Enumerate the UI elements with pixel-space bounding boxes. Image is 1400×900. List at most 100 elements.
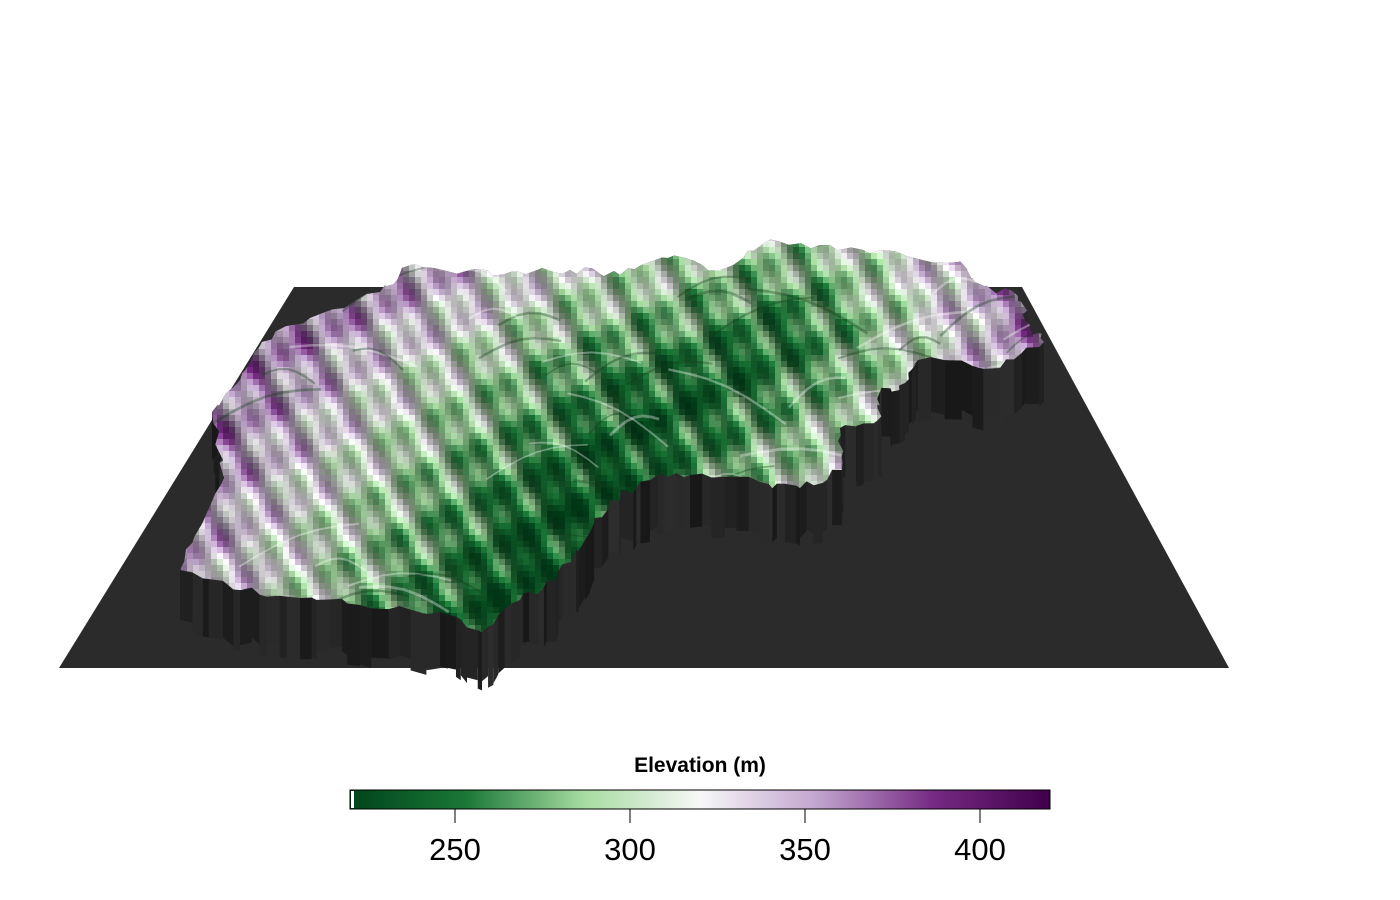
terrain-wall-segment <box>1021 347 1027 407</box>
terrain-wall-segment <box>447 614 456 670</box>
terrain-wall-segment <box>891 390 900 445</box>
colorbar <box>349 789 1051 823</box>
terrain-ridge-line <box>708 296 814 339</box>
terrain-wall-segment <box>266 595 280 645</box>
terrain-wall-segment <box>523 592 530 643</box>
terrain-ridge-line <box>588 412 633 435</box>
terrain-wall-segment <box>538 586 544 643</box>
terrain-wall-segment <box>360 605 372 668</box>
terrain-wall-segment <box>608 500 610 561</box>
terrain-ridge-line <box>929 276 978 298</box>
terrain-wall-segment <box>676 473 684 532</box>
terrain-ridge-line <box>352 347 404 371</box>
terrain-ridge-line <box>314 557 366 572</box>
terrain-wall-segment <box>905 379 909 435</box>
terrain-wall-segment <box>529 592 539 646</box>
terrain-wall-segment <box>259 594 267 658</box>
colorbar-tick-label: 300 <box>604 832 656 867</box>
terrain-wall-segment <box>918 357 931 422</box>
terrain-wall-segment <box>316 599 330 652</box>
terrain-wall-segment <box>633 488 637 551</box>
terrain-ridge-line <box>195 297 236 321</box>
terrain-wall-segment <box>760 482 769 545</box>
terrain-ridge-line <box>261 367 316 385</box>
terrain-wall-segment <box>972 365 984 431</box>
terrain-wall-segment <box>908 369 912 425</box>
terrain-wall-segment <box>944 360 962 420</box>
terrain-wall-segment <box>702 473 712 528</box>
terrain-wall-segment <box>796 485 800 546</box>
terrain-wall-segment <box>388 606 400 660</box>
terrain-ridge-line <box>567 392 669 448</box>
terrain-ridge-line <box>747 287 869 335</box>
terrain-wall-segment <box>192 572 203 638</box>
terrain-wall-segment <box>488 624 494 688</box>
terrain-wall-segment <box>233 589 240 651</box>
terrain-wall-segment <box>711 476 725 538</box>
terrain-wall-segment <box>822 479 828 533</box>
terrain-wall-segment <box>504 603 512 663</box>
terrain-wall-segment <box>736 476 749 532</box>
terrain-wall-segment <box>1006 359 1014 415</box>
terrain-wall-segment <box>399 606 411 659</box>
terrain-ridge-line <box>358 585 450 614</box>
colorbar-ticks <box>351 791 981 823</box>
terrain-ridge-line <box>485 444 588 480</box>
terrain-wall-segment <box>663 473 667 538</box>
terrain-wall-segment <box>776 483 785 546</box>
terrain-wall-segment <box>520 593 524 651</box>
terrain-wall-segment <box>594 517 603 569</box>
terrain-wall-segment <box>311 597 317 660</box>
colorbar-tick-label: 400 <box>954 832 1006 867</box>
terrain-ridge-line <box>497 311 561 327</box>
terrain-wall-segment <box>863 423 874 481</box>
terrain-wall-segment <box>1039 342 1044 407</box>
terrain-wall-segment <box>460 619 468 684</box>
terrain-ridge-line <box>541 351 642 364</box>
colorbar-tick-label: 350 <box>779 832 831 867</box>
terrain-ridge-line <box>211 387 321 425</box>
terrain-wall-segment <box>610 500 620 552</box>
terrain-wall-segment <box>827 469 833 537</box>
terrain-wall-segment <box>578 540 585 609</box>
terrain-wall-segment <box>482 626 489 682</box>
terrain-wall-segment <box>621 488 634 542</box>
terrain-wall-segment <box>223 580 234 647</box>
terrain-wall-segment <box>1013 352 1022 415</box>
terrain-ridge-line <box>955 239 1043 252</box>
terrain-ridge-line <box>347 572 452 587</box>
terrain-ridge-line <box>676 275 750 299</box>
terrain-wall-segment <box>498 609 505 674</box>
terrain-ridge-line <box>238 522 360 568</box>
terrain-wall-segment <box>240 587 252 646</box>
terrain-wall-segment <box>546 580 556 643</box>
colorbar-tick-label: 250 <box>429 832 481 867</box>
terrain-wall-segment <box>511 600 520 663</box>
terrain-wall-segment <box>856 423 864 487</box>
terrain-wall-segment <box>329 598 342 648</box>
terrain-wall-segment <box>619 488 622 560</box>
terrain-wall-segment <box>556 571 559 642</box>
terrain-wall-segment <box>983 368 1000 418</box>
terrain-wall-segment <box>845 425 856 476</box>
terrain-wall-segment <box>371 608 389 659</box>
terrain-ridge-line <box>838 347 933 360</box>
terrain-wall-segment <box>832 469 842 526</box>
terrain-wall-segment <box>666 473 677 534</box>
terrain-wall-segment <box>543 581 547 647</box>
terrain-wall-segment <box>881 387 891 437</box>
terrain-wall-segment <box>911 363 917 426</box>
terrain-ridge-line <box>1006 332 1044 354</box>
terrain-wall-segment <box>440 612 448 669</box>
terrain-wall-segment <box>347 603 360 667</box>
terrain-wall-segment <box>1000 359 1007 427</box>
terrain-wall-segment <box>657 473 664 535</box>
terrain-ridge-line <box>608 414 660 437</box>
terrain-wall-segment <box>784 483 797 544</box>
terrain-wall-segment <box>455 616 461 681</box>
terrain-wall-segment <box>279 595 287 659</box>
terrain-wall-segment <box>202 578 209 638</box>
terrain-wall-segment <box>208 578 224 640</box>
terrain-ridge-line <box>407 572 484 595</box>
